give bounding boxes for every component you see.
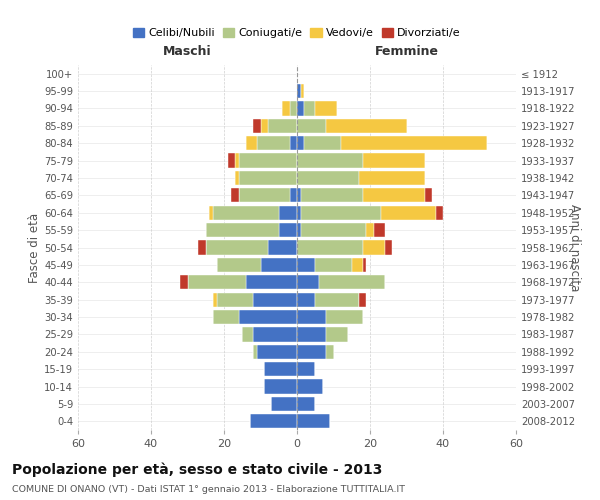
- Bar: [315, 258, 352, 272]
- Bar: [297, 414, 330, 428]
- Bar: [341, 136, 487, 150]
- Bar: [301, 206, 381, 220]
- Bar: [271, 397, 297, 411]
- Bar: [264, 380, 297, 394]
- Bar: [217, 292, 253, 307]
- Bar: [246, 136, 257, 150]
- Text: Maschi: Maschi: [163, 45, 212, 58]
- Bar: [297, 380, 323, 394]
- Bar: [297, 362, 315, 376]
- Bar: [315, 102, 337, 116]
- Bar: [297, 275, 319, 289]
- Bar: [297, 292, 315, 307]
- Bar: [301, 223, 367, 237]
- Bar: [239, 154, 297, 168]
- Bar: [297, 397, 315, 411]
- Bar: [217, 258, 260, 272]
- Bar: [206, 223, 279, 237]
- Bar: [362, 154, 425, 168]
- Bar: [304, 102, 315, 116]
- Bar: [359, 292, 367, 307]
- Bar: [374, 223, 385, 237]
- Bar: [180, 275, 187, 289]
- Bar: [326, 118, 407, 133]
- Bar: [260, 118, 268, 133]
- Text: COMUNE DI ONANO (VT) - Dati ISTAT 1° gennaio 2013 - Elaborazione TUTTITALIA.IT: COMUNE DI ONANO (VT) - Dati ISTAT 1° gen…: [12, 485, 405, 494]
- Bar: [227, 154, 235, 168]
- Bar: [425, 188, 432, 202]
- Bar: [257, 344, 297, 359]
- Bar: [253, 292, 297, 307]
- Bar: [297, 206, 301, 220]
- Bar: [250, 414, 297, 428]
- Bar: [362, 258, 367, 272]
- Bar: [362, 188, 425, 202]
- Bar: [206, 240, 268, 254]
- Bar: [297, 258, 315, 272]
- Bar: [242, 328, 253, 342]
- Bar: [297, 154, 362, 168]
- Bar: [297, 84, 301, 98]
- Bar: [187, 275, 246, 289]
- Bar: [297, 171, 359, 185]
- Bar: [297, 223, 301, 237]
- Bar: [257, 136, 290, 150]
- Legend: Celibi/Nubili, Coniugati/e, Vedovi/e, Divorziati/e: Celibi/Nubili, Coniugati/e, Vedovi/e, Di…: [129, 23, 465, 42]
- Bar: [213, 292, 217, 307]
- Bar: [301, 84, 304, 98]
- Bar: [290, 102, 297, 116]
- Bar: [326, 344, 334, 359]
- Bar: [297, 188, 301, 202]
- Bar: [268, 240, 297, 254]
- Bar: [268, 118, 297, 133]
- Bar: [352, 258, 362, 272]
- Bar: [297, 328, 326, 342]
- Bar: [279, 223, 297, 237]
- Bar: [290, 136, 297, 150]
- Bar: [246, 275, 297, 289]
- Bar: [297, 136, 304, 150]
- Bar: [279, 206, 297, 220]
- Bar: [319, 275, 385, 289]
- Bar: [297, 118, 326, 133]
- Bar: [239, 310, 297, 324]
- Bar: [326, 328, 348, 342]
- Bar: [297, 240, 362, 254]
- Bar: [253, 118, 260, 133]
- Bar: [235, 154, 239, 168]
- Bar: [235, 171, 239, 185]
- Bar: [297, 310, 326, 324]
- Bar: [362, 240, 385, 254]
- Bar: [290, 188, 297, 202]
- Bar: [304, 136, 341, 150]
- Bar: [436, 206, 443, 220]
- Bar: [232, 188, 239, 202]
- Bar: [301, 188, 362, 202]
- Bar: [213, 310, 239, 324]
- Text: Popolazione per età, sesso e stato civile - 2013: Popolazione per età, sesso e stato civil…: [12, 462, 382, 477]
- Bar: [239, 188, 290, 202]
- Bar: [315, 292, 359, 307]
- Y-axis label: Fasce di età: Fasce di età: [28, 212, 41, 282]
- Bar: [283, 102, 290, 116]
- Bar: [209, 206, 213, 220]
- Bar: [297, 102, 304, 116]
- Text: Femmine: Femmine: [374, 45, 439, 58]
- Bar: [326, 310, 362, 324]
- Bar: [385, 240, 392, 254]
- Bar: [381, 206, 436, 220]
- Y-axis label: Anni di nascita: Anni di nascita: [568, 204, 581, 291]
- Bar: [297, 344, 326, 359]
- Bar: [264, 362, 297, 376]
- Bar: [253, 328, 297, 342]
- Bar: [253, 344, 257, 359]
- Bar: [213, 206, 279, 220]
- Bar: [199, 240, 206, 254]
- Bar: [260, 258, 297, 272]
- Bar: [239, 171, 297, 185]
- Bar: [359, 171, 425, 185]
- Bar: [367, 223, 374, 237]
